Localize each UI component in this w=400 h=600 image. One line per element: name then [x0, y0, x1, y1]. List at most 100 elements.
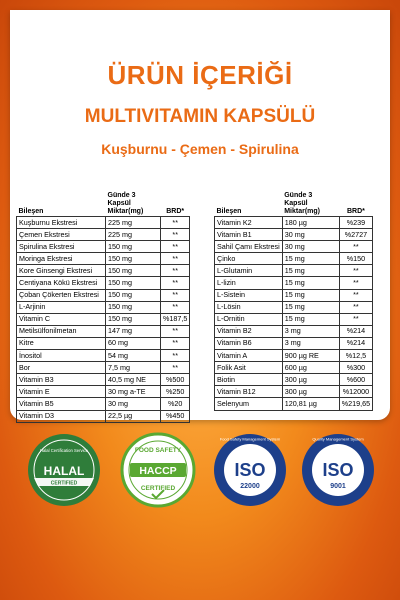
ingredient-brd: ** [159, 324, 191, 338]
table-row: L-Arjinin 150 mg ** [16, 300, 191, 314]
header-ingredient: Bileşen [18, 208, 44, 215]
halal-badge-icon: Halal Certification Service HALAL CERTIF… [28, 434, 100, 506]
ingredient-amount: 3 mg [281, 324, 340, 338]
ingredient-brd: %12,5 [338, 349, 374, 363]
table-row: Vitamin D3 22,5 µg %450 [16, 409, 191, 423]
ingredient-amount: 150 mg [105, 252, 161, 266]
iso22000-main-text: ISO [234, 460, 265, 480]
haccp-main-text: HACCP [139, 465, 176, 477]
ingredient-brd: ** [338, 240, 374, 254]
ingredient-brd: ** [159, 336, 191, 351]
table-header-row: Bileşen Günde 3 Kapsül Miktar(mg) BRD* [215, 192, 373, 217]
ingredient-amount: 150 mg [105, 264, 161, 278]
header-amount: Günde 3 Kapsül Miktar(mg) [284, 192, 320, 215]
ingredient-brd: %12000 [338, 385, 374, 399]
ingredient-amount: 150 mg [105, 276, 161, 290]
iso-22000-badge-icon: Food Safety Management System ISO 22000 [214, 434, 286, 506]
table-row: Centiyana Kökü Ekstresi 150 mg ** [16, 276, 191, 290]
ingredient-brd: ** [338, 264, 374, 278]
ingredient-name: Çemen Ekstresi [16, 228, 106, 242]
iso9001-number-text: 9001 [330, 483, 346, 490]
halal-main-text: HALAL [44, 464, 85, 478]
ingredient-amount: 150 mg [105, 240, 161, 254]
ingredient-brd: %187,5 [159, 312, 191, 326]
ingredient-name: Spirulina Ekstresi [16, 240, 106, 254]
iso-9001-badge-icon: Quality Management System ISO 9001 [302, 434, 374, 506]
ingredient-amount: 54 mg [105, 349, 161, 363]
table-row: Bor 7,5 mg ** [16, 361, 191, 375]
ingredient-name: Vitamin B1 [214, 228, 283, 242]
ingredient-brd: %250 [159, 385, 191, 399]
ingredient-brd: ** [338, 276, 374, 290]
iso9001-ring-text: Quality Management System [312, 437, 364, 442]
table-row: Selenyum 120,81 µg %219,65 [214, 397, 374, 411]
table-row: L-Sistein 15 mg ** [214, 288, 374, 302]
haccp-bottom-text: CERTIFIED [141, 485, 176, 492]
ingredient-amount: 3 mg [281, 336, 340, 351]
ingredient-name: Kuşburnu Ekstresi [16, 215, 106, 230]
table-row: Vitamin C 150 mg %187,5 [16, 312, 191, 326]
table-row: Vitamin B3 40,5 mg NE %500 [16, 373, 191, 387]
ingredient-name: Çoban Çökerten Ekstresi [16, 288, 106, 302]
table-row: Metilsülfonilmetan 147 mg ** [16, 324, 191, 338]
ingredient-name: Vitamin B6 [214, 336, 283, 351]
header-amount: Günde 3 Kapsül Miktar(mg) [107, 192, 144, 215]
ingredient-name: Biotin [214, 373, 283, 387]
table-row: Vitamin B1 30 mg %2727 [214, 228, 374, 242]
table-row: İnositol 54 mg ** [16, 349, 191, 363]
ingredient-amount: 600 µg [281, 361, 340, 375]
ingredient-brd: ** [159, 349, 191, 363]
table-row: Vitamin B5 30 mg %20 [16, 397, 191, 411]
ingredient-brd: ** [159, 276, 191, 290]
ingredient-amount: 120,81 µg [281, 397, 340, 411]
ingredient-name: L-lizin [214, 276, 283, 290]
ingredient-amount: 900 µg RE [281, 349, 340, 363]
table-row: Folik Asit 600 µg %300 [214, 361, 374, 375]
ingredient-amount: 15 mg [281, 300, 340, 314]
ingredient-amount: 225 mg [105, 215, 161, 230]
table-row: L-Lösin 15 mg ** [214, 300, 374, 314]
table-row: Vitamin E 30 mg a-TE %250 [16, 385, 191, 399]
ingredient-name: Centiyana Kökü Ekstresi [16, 276, 106, 290]
ingredient-amount: 30 mg [281, 240, 340, 254]
halal-bottom-text: CERTIFIED [51, 481, 78, 487]
ingredient-amount: 150 mg [105, 288, 161, 302]
ingredient-amount: 15 mg [281, 276, 340, 290]
table-row: Biotin 300 µg %600 [214, 373, 374, 387]
ingredient-name: Vitamin B2 [214, 324, 283, 338]
table-row: Vitamin B12 300 µg %12000 [214, 385, 374, 399]
ingredient-brd: %214 [338, 336, 374, 351]
table-row: Çinko 15 mg %150 [214, 252, 374, 266]
ingredient-name: Bor [16, 361, 106, 375]
haccp-badge-icon: FOOD SAFETY HACCP CERTIFIED [120, 432, 196, 508]
ingredient-brd: ** [338, 288, 374, 302]
ingredient-brd: ** [159, 264, 191, 278]
ingredient-brd: %150 [338, 252, 374, 266]
ingredient-amount: 30 mg a-TE [105, 385, 161, 399]
header-ingredient: Bileşen [216, 208, 242, 215]
ingredient-brd: %300 [338, 361, 374, 375]
header-brd: BRD* [166, 208, 185, 215]
ingredient-amount: 15 mg [281, 312, 340, 326]
ingredient-name: İnositol [16, 349, 106, 363]
page-title: ÜRÜN İÇERİĞİ [107, 60, 293, 90]
ingredient-brd: %500 [159, 373, 191, 387]
ingredient-amount: 30 mg [281, 228, 340, 242]
ingredient-amount: 300 µg [281, 373, 340, 387]
table-row: Vitamin B2 3 mg %214 [214, 324, 374, 338]
ingredient-amount: 15 mg [281, 288, 340, 302]
table-row: Kitre 60 mg ** [16, 336, 191, 351]
ingredient-name: Vitamin A [214, 349, 283, 363]
ingredient-name: Metilsülfonilmetan [16, 324, 106, 338]
ingredient-name: Vitamin B12 [214, 385, 283, 399]
table-row: L-Ornitin 15 mg ** [214, 312, 374, 326]
ingredient-brd: ** [159, 240, 191, 254]
ingredient-amount: 150 mg [105, 300, 161, 314]
ingredient-brd: %219,65 [338, 397, 374, 411]
ingredient-name: Sahil Çamı Ekstresi [214, 240, 283, 254]
table-row: L-Glutamin 15 mg ** [214, 264, 374, 278]
ingredient-brd: %214 [338, 324, 374, 338]
ingredient-amount: 30 mg [105, 397, 161, 411]
halal-top-text: Halal Certification Service [40, 448, 89, 453]
ingredient-brd: ** [159, 300, 191, 314]
